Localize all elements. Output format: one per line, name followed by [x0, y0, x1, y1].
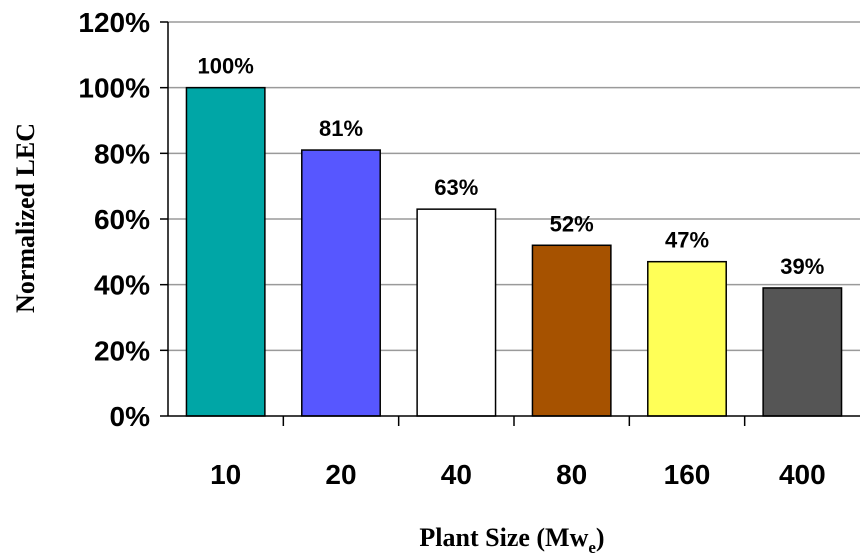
x-tick-label-80: 80 — [556, 459, 587, 490]
x-tick-label-10: 10 — [210, 459, 241, 490]
bar-160 — [647, 260, 727, 417]
axes — [160, 21, 860, 426]
y-tick-labels: 0% 20% 40% 60% 80% 100% 120% — [78, 7, 150, 432]
data-label-400: 39% — [780, 254, 824, 279]
x-axis-title-main: Plant Size (Mw — [419, 523, 588, 552]
bar-400 — [762, 287, 843, 417]
data-label-160: 47% — [665, 228, 709, 253]
y-tick-label-80: 80% — [94, 138, 150, 169]
y-tick-label-60: 60% — [94, 204, 150, 235]
x-tick-labels: 10 20 40 80 160 400 — [210, 459, 826, 490]
bar-20 — [301, 149, 381, 417]
bar-40 — [416, 208, 497, 417]
data-labels: 100% 81% 63% 52% 47% 39% — [198, 54, 825, 279]
y-tick-label-20: 20% — [94, 335, 150, 366]
bar-10 — [185, 86, 266, 417]
x-tick-label-160: 160 — [664, 459, 711, 490]
data-label-10: 100% — [198, 54, 254, 79]
x-axis-title-end: ) — [596, 523, 605, 552]
data-label-80: 52% — [550, 211, 594, 236]
x-tick-label-20: 20 — [325, 459, 356, 490]
y-tick-label-0: 0% — [110, 401, 151, 432]
y-axis-title: Normalized LEC — [11, 123, 40, 313]
data-label-20: 81% — [319, 116, 363, 141]
x-axis-title-subscript: e — [588, 538, 596, 554]
bars — [185, 86, 843, 417]
y-tick-label-100: 100% — [78, 73, 150, 104]
x-tick-label-40: 40 — [441, 459, 472, 490]
data-label-40: 63% — [434, 175, 478, 200]
gridlines — [168, 21, 860, 352]
y-tick-label-40: 40% — [94, 270, 150, 301]
x-axis-title: Plant Size (Mwe) — [419, 523, 604, 554]
y-tick-label-120: 120% — [78, 7, 150, 38]
bar-80 — [531, 244, 612, 417]
x-tick-label-400: 400 — [779, 459, 826, 490]
